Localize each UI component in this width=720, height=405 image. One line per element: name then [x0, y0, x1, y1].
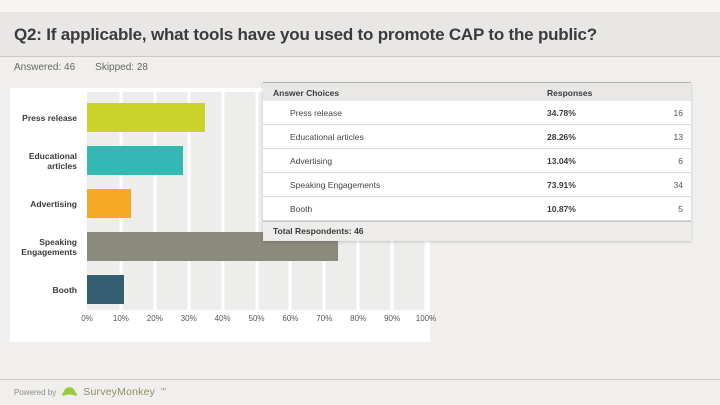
category-label: Press release	[22, 112, 77, 123]
answer-choice-cell: Press release	[290, 108, 342, 118]
gridline	[187, 92, 191, 310]
footer: Powered by SurveyMonkey ™	[14, 386, 166, 398]
top-strip	[0, 0, 720, 12]
header-banner: Q2: If applicable, what tools have you u…	[0, 12, 720, 56]
total-respondents-row: Total Respondents: 46	[263, 221, 691, 241]
gridline	[221, 92, 225, 310]
x-axis-tick-label: 40%	[214, 314, 231, 323]
table-row: Booth 10.87% 5	[263, 197, 691, 221]
bar-press-release	[87, 103, 205, 132]
category-label: Advertising	[30, 198, 77, 209]
answer-choice-cell: Booth	[290, 204, 313, 214]
x-axis-tick-label: 80%	[350, 314, 367, 323]
footer-divider	[0, 379, 720, 380]
x-axis-tick-label: 70%	[316, 314, 333, 323]
results-table: Answer Choices Responses Press release 34…	[263, 82, 691, 241]
x-axis-tick-label: 30%	[180, 314, 197, 323]
category-label: Educational articles	[28, 150, 77, 171]
response-count-cell: 6	[678, 156, 683, 166]
answer-stats: Answered: 46 Skipped: 28	[14, 62, 148, 73]
x-axis-tick-label: 10%	[112, 314, 129, 323]
category-label: Speaking Engagements	[21, 236, 77, 257]
x-axis-tick-label: 90%	[384, 314, 401, 323]
x-axis-tick-label: 60%	[282, 314, 299, 323]
answer-choice-cell: Advertising	[290, 156, 333, 166]
answer-choice-cell: Speaking Engagements	[290, 180, 381, 190]
answered-count: Answered: 46	[14, 62, 76, 73]
x-axis-tick-label: 0%	[81, 314, 93, 323]
response-count-cell: 5	[678, 204, 683, 214]
response-percent-cell: 13.04%	[547, 156, 576, 166]
bar-advertising	[87, 189, 132, 218]
table-row: Press release 34.78% 16	[263, 101, 691, 125]
surveymonkey-wordmark: SurveyMonkey	[83, 386, 156, 398]
bar-booth	[87, 275, 124, 304]
x-axis-tick-label: 100%	[415, 314, 437, 323]
surveymonkey-logo-icon	[61, 386, 78, 398]
table-row: Educational articles 28.26% 13	[263, 125, 691, 149]
response-percent-cell: 10.87%	[547, 204, 576, 214]
response-count-cell: 16	[673, 108, 683, 118]
x-axis-tick-label: 20%	[146, 314, 163, 323]
table-row: Speaking Engagements 73.91% 34	[263, 173, 691, 197]
column-header-answer-choices: Answer Choices	[273, 88, 340, 98]
response-percent-cell: 73.91%	[547, 180, 576, 190]
response-percent-cell: 28.26%	[547, 132, 576, 142]
bar-educational-articles	[87, 146, 183, 175]
skipped-count: Skipped: 28	[95, 62, 148, 73]
column-header-responses: Responses	[547, 88, 593, 98]
table-row: Advertising 13.04% 6	[263, 149, 691, 173]
table-header-row: Answer Choices Responses	[263, 82, 691, 101]
question-title: Q2: If applicable, what tools have you u…	[14, 25, 597, 44]
response-percent-cell: 34.78%	[547, 108, 576, 118]
x-axis-tick-label: 50%	[248, 314, 265, 323]
response-count-cell: 13	[673, 132, 683, 142]
powered-by-label: Powered by	[14, 387, 57, 397]
gridline	[255, 92, 258, 310]
category-label: Booth	[52, 284, 77, 295]
trademark-symbol: ™	[160, 388, 167, 394]
answer-choice-cell: Educational articles	[290, 132, 364, 142]
title-divider	[0, 56, 720, 57]
gridline	[153, 92, 157, 310]
response-count-cell: 34	[673, 180, 683, 190]
